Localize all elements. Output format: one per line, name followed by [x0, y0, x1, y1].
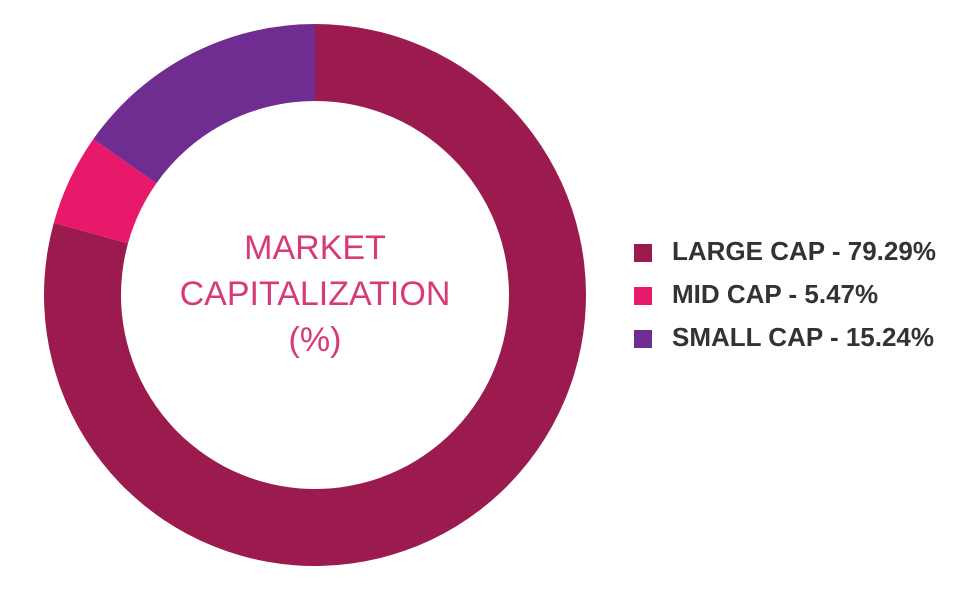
legend-label: SMALL CAP - 15.24%: [672, 322, 934, 352]
legend-swatch: [634, 287, 652, 305]
center-title: MARKET: [244, 229, 386, 267]
donut-slice: [53, 139, 157, 244]
donut-slice: [93, 24, 315, 184]
legend-label: LARGE CAP - 79.29%: [672, 236, 936, 266]
center-title: (%): [289, 321, 342, 359]
legend-label: MID CAP - 5.47%: [672, 279, 878, 309]
center-title: CAPITALIZATION: [180, 275, 451, 313]
legend-swatch: [634, 244, 652, 262]
legend-swatch: [634, 330, 652, 348]
